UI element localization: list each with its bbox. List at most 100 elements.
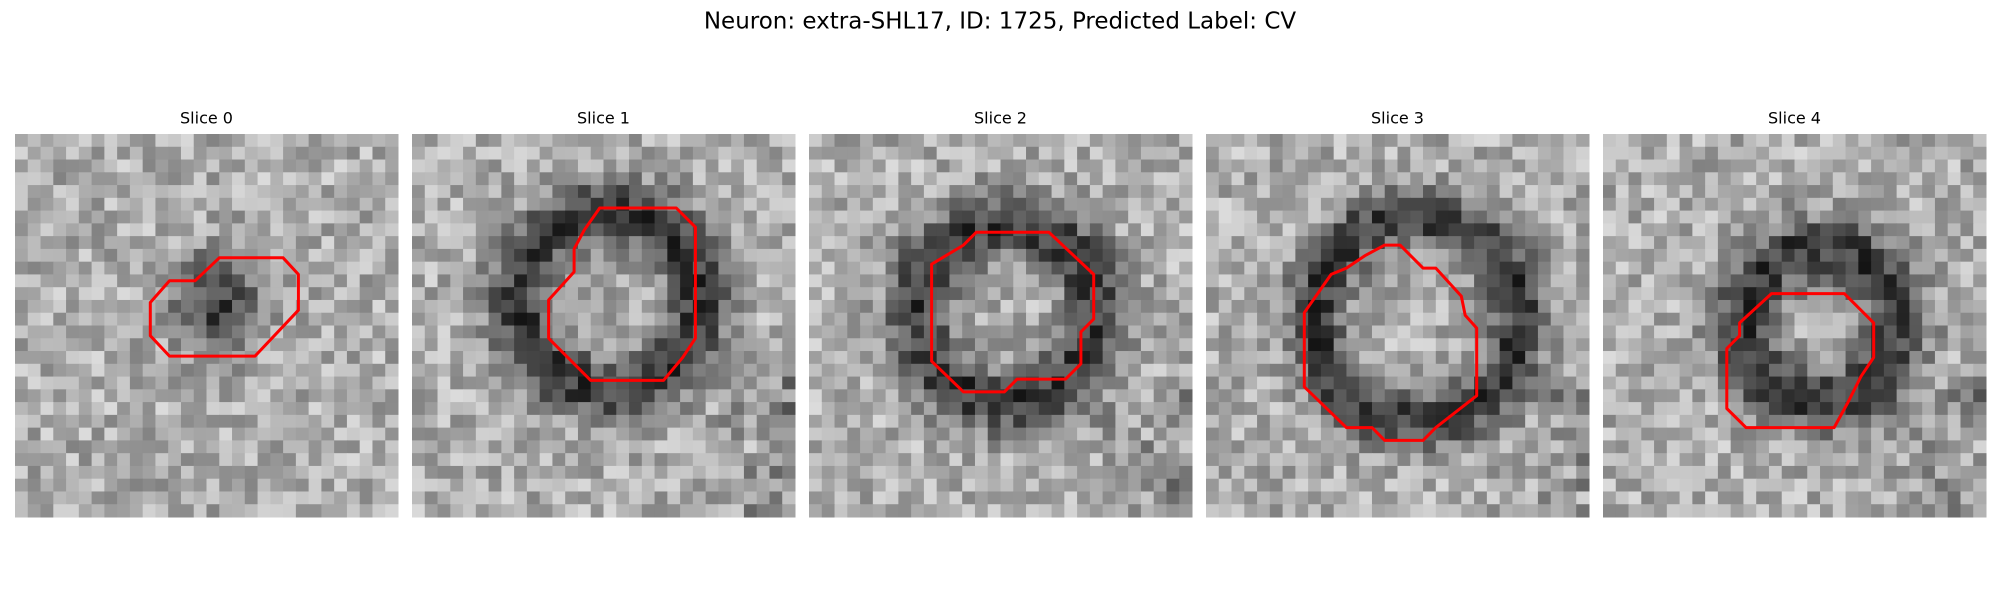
pixel bbox=[1576, 402, 1590, 416]
pixel bbox=[514, 172, 528, 186]
pixel bbox=[641, 478, 656, 492]
pixel bbox=[898, 351, 912, 365]
pixel bbox=[1486, 134, 1501, 148]
pixel bbox=[603, 414, 617, 429]
pixel bbox=[603, 389, 617, 403]
pixel bbox=[1705, 236, 1719, 250]
pixel bbox=[834, 389, 848, 403]
pixel bbox=[437, 299, 451, 314]
pixel bbox=[565, 248, 579, 263]
pixel bbox=[1679, 478, 1693, 492]
pixel bbox=[424, 223, 439, 237]
pixel bbox=[463, 325, 477, 339]
pixel bbox=[1000, 146, 1014, 161]
pixel bbox=[1115, 338, 1129, 352]
pixel bbox=[1537, 312, 1552, 326]
pixel bbox=[295, 236, 310, 250]
pixel bbox=[1807, 172, 1821, 186]
pixel bbox=[1320, 325, 1335, 339]
pixel bbox=[590, 172, 604, 186]
pixel bbox=[526, 287, 541, 301]
pixel bbox=[1615, 172, 1630, 186]
pixel bbox=[66, 185, 80, 199]
pixel bbox=[1781, 453, 1795, 467]
pixel bbox=[1768, 134, 1783, 148]
pixel bbox=[359, 185, 373, 199]
pixel bbox=[974, 236, 989, 250]
pixel bbox=[809, 236, 823, 250]
pixel bbox=[1026, 325, 1040, 339]
pixel bbox=[1717, 351, 1732, 365]
pixel bbox=[1832, 236, 1847, 250]
pixel bbox=[1537, 440, 1552, 454]
pixel bbox=[987, 274, 1001, 288]
pixel bbox=[488, 351, 502, 365]
pixel bbox=[424, 478, 439, 492]
pixel bbox=[1397, 134, 1411, 148]
pixel bbox=[244, 453, 259, 467]
pixel bbox=[641, 402, 656, 416]
pixel bbox=[1537, 389, 1552, 403]
pixel bbox=[1295, 465, 1309, 480]
pixel bbox=[1947, 223, 1961, 237]
pixel bbox=[565, 453, 579, 467]
pixel bbox=[1820, 146, 1834, 161]
pixel bbox=[514, 427, 528, 441]
pixel bbox=[180, 287, 195, 301]
pixel bbox=[705, 389, 719, 403]
pixel bbox=[117, 363, 131, 378]
pixel bbox=[1883, 223, 1898, 237]
pixel bbox=[1206, 210, 1220, 224]
pixel bbox=[219, 389, 233, 403]
pixel bbox=[1102, 491, 1116, 505]
pixel bbox=[1705, 134, 1719, 148]
pixel bbox=[1089, 504, 1104, 518]
pixel bbox=[1794, 427, 1808, 441]
pixel bbox=[809, 274, 823, 288]
pixel bbox=[257, 172, 271, 186]
pixel bbox=[1947, 185, 1961, 199]
pixel bbox=[104, 312, 118, 326]
pixel bbox=[974, 312, 989, 326]
pixel bbox=[565, 287, 579, 301]
pixel bbox=[1743, 146, 1757, 161]
pixel bbox=[514, 504, 528, 518]
pixel bbox=[346, 299, 361, 314]
pixel bbox=[1628, 427, 1642, 441]
pixel bbox=[1615, 414, 1630, 429]
pixel bbox=[821, 134, 836, 148]
pixel bbox=[1371, 363, 1386, 378]
pixel bbox=[1308, 440, 1322, 454]
pixel bbox=[1166, 274, 1180, 288]
pixel bbox=[91, 197, 105, 212]
pixel bbox=[1206, 504, 1220, 518]
pixel bbox=[514, 325, 528, 339]
pixel bbox=[1269, 363, 1284, 378]
pixel bbox=[1371, 159, 1386, 173]
pixel bbox=[104, 274, 118, 288]
pixel bbox=[155, 325, 169, 339]
pixel bbox=[1397, 363, 1411, 378]
pixel bbox=[641, 287, 656, 301]
pixel bbox=[1128, 414, 1142, 429]
pixel bbox=[1153, 299, 1167, 314]
pixel bbox=[974, 376, 989, 390]
pixel bbox=[1768, 312, 1783, 326]
pixel bbox=[1384, 172, 1398, 186]
pixel bbox=[1499, 236, 1513, 250]
pixel bbox=[1435, 440, 1450, 454]
pixel bbox=[692, 491, 707, 505]
pixel bbox=[526, 299, 541, 314]
pixel bbox=[78, 236, 93, 250]
pixel bbox=[860, 248, 874, 263]
pixel bbox=[847, 402, 861, 416]
pixel bbox=[424, 402, 439, 416]
pixel bbox=[1397, 325, 1411, 339]
pixel bbox=[1512, 376, 1526, 390]
pixel bbox=[1832, 210, 1847, 224]
pixel bbox=[987, 172, 1001, 186]
pixel bbox=[1781, 338, 1795, 352]
pixel bbox=[514, 376, 528, 390]
pixel bbox=[1692, 491, 1706, 505]
pixel bbox=[295, 210, 310, 224]
